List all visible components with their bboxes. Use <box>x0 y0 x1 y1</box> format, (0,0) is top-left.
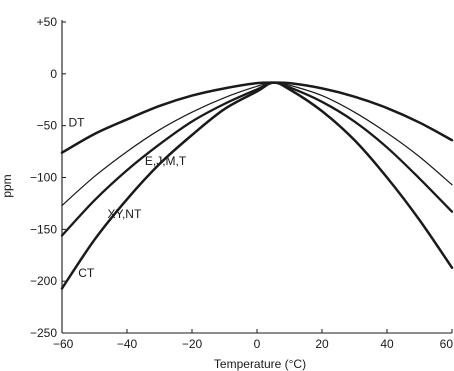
series-label-e-j-m-t: E,J,M,T <box>145 154 187 168</box>
x-axis-title: Temperature (°C) <box>214 357 306 371</box>
series-line-unlabeled-1 <box>61 82 453 207</box>
x-tick-label: −20 <box>182 337 203 351</box>
series-label-xy-nt: XY,NT <box>108 207 142 221</box>
axes: +500−50−100−150−200−250−60 −40 −20 0 20 40 60 <box>30 15 453 351</box>
series-line-dt <box>60 81 454 154</box>
y-tick-label: −150 <box>30 222 57 236</box>
series-labels: DT E,J,M,T XY,NT CT <box>69 116 187 280</box>
series-line-ct <box>60 81 454 290</box>
y-tick-label: −200 <box>30 274 57 288</box>
x-tick-label: −40 <box>117 337 138 351</box>
x-tick-label: 0 <box>254 337 261 351</box>
y-tick-label: +50 <box>37 15 58 29</box>
x-tick-label: −60 <box>53 337 74 351</box>
y-tick-label: −250 <box>30 326 57 340</box>
series-label-ct: CT <box>78 266 95 280</box>
x-tick-label: 40 <box>380 337 394 351</box>
series-group <box>60 81 454 290</box>
y-tick-label: 0 <box>50 67 57 81</box>
x-tick-label: 60 <box>440 337 454 351</box>
y-axis-title: ppm <box>0 174 14 197</box>
y-tick-label: −50 <box>37 119 58 133</box>
series-label-dt: DT <box>69 116 86 130</box>
x-tick-label: 20 <box>315 337 329 351</box>
y-tick-label: −100 <box>30 171 57 185</box>
